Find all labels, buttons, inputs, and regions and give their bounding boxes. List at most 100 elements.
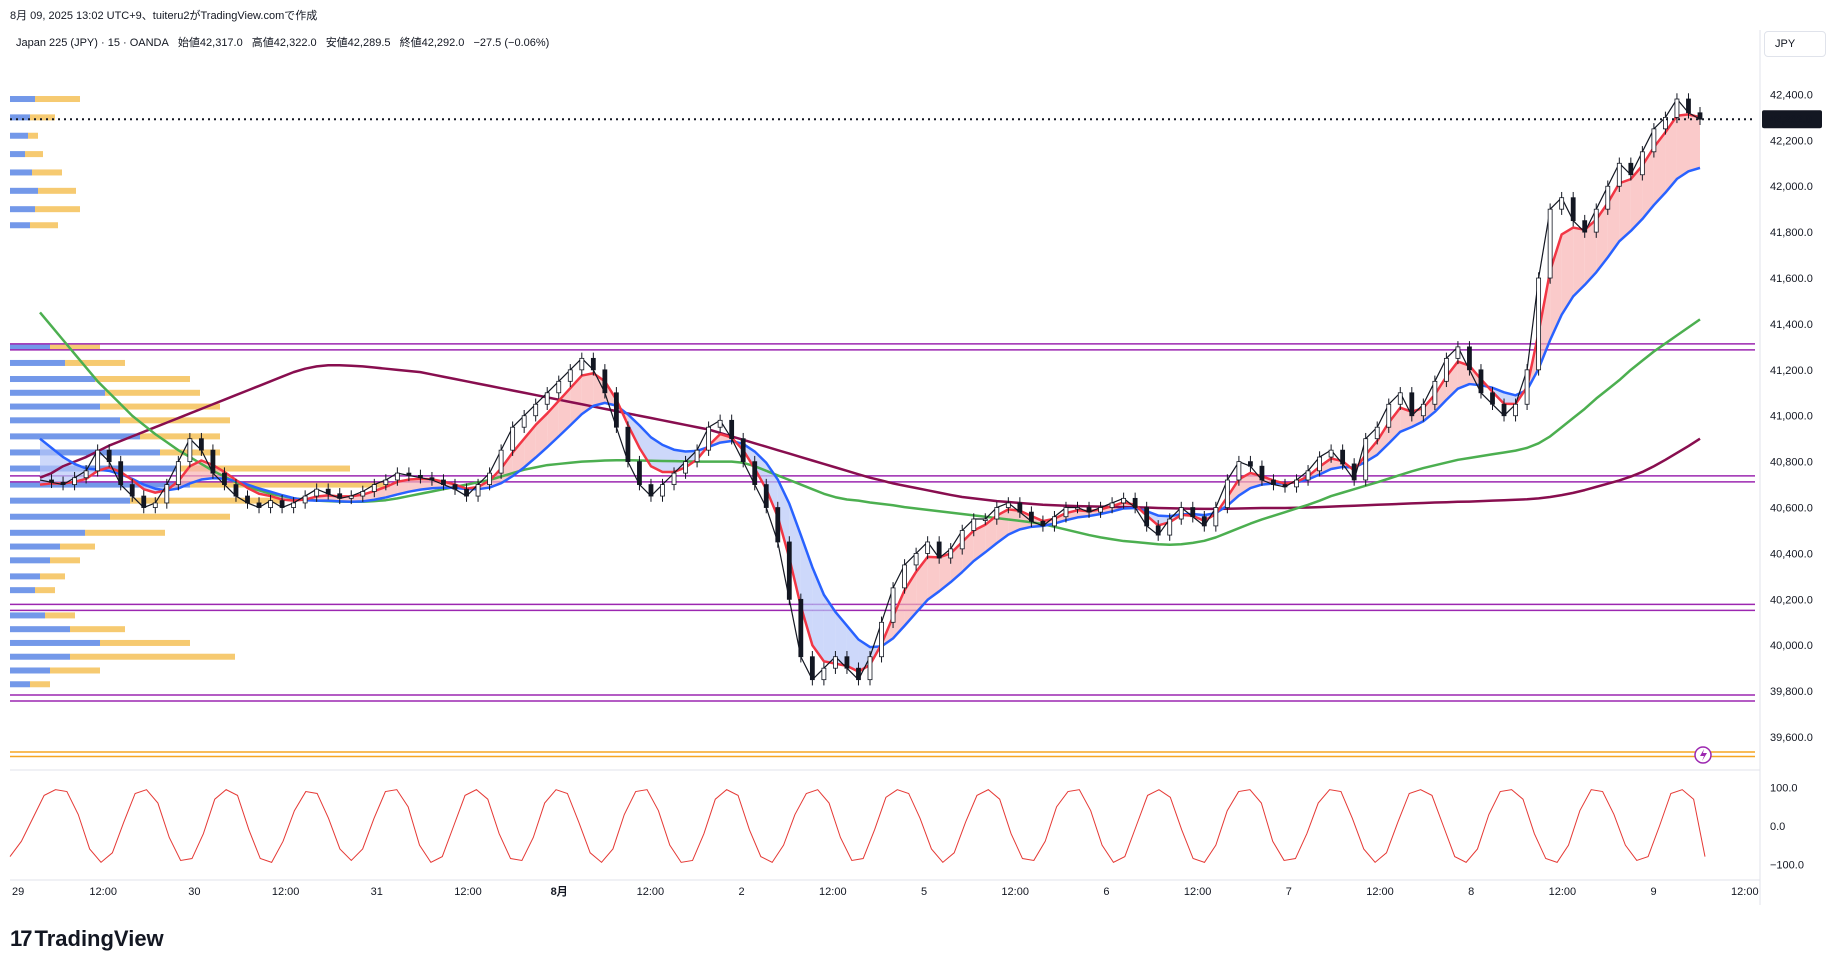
x-tick-label: 12:00 (819, 886, 847, 898)
candle-body (1109, 502, 1115, 508)
candle-body (1628, 162, 1634, 176)
vp-bar-down (28, 132, 38, 139)
vp-bar-down (100, 403, 220, 410)
candle-body (302, 495, 308, 504)
volume-profile (10, 96, 390, 688)
candle-body (1132, 497, 1138, 508)
alert-icon[interactable] (1694, 746, 1712, 764)
candle-body (1455, 346, 1461, 359)
candle-body (1374, 426, 1380, 440)
vp-bar-down (110, 513, 230, 520)
candle-body (1017, 502, 1023, 513)
candle-body (1328, 449, 1334, 458)
candle-body (660, 484, 665, 497)
candle-body (337, 493, 343, 499)
vp-bar-down (38, 187, 76, 194)
y-tick-label: 42,200.0 (1770, 135, 1813, 147)
price-axis[interactable]: 42,400.0 42,200.0 42,000.0 41,800.0 41,600.0… (1770, 89, 1813, 744)
candle-body (579, 357, 585, 371)
ema-cloud-segment (650, 437, 663, 472)
candle-body (1501, 403, 1507, 417)
symbol-name[interactable]: Japan 225 (JPY) · 15 · OANDA (16, 37, 169, 49)
candle-body (971, 518, 977, 531)
ohlc-high: 高値42,322.0 (251, 37, 317, 49)
x-tick-label: 30 (188, 886, 200, 898)
ema-cloud-segment (985, 515, 997, 553)
candle-body (994, 507, 1000, 520)
y-tick-label: 41,600.0 (1770, 273, 1813, 285)
candle-body (510, 426, 516, 451)
candle-body (1593, 208, 1599, 233)
tradingview-logo-icon: 17 (10, 926, 33, 951)
symbol-legend: Japan 225 (JPY) · 15 · OANDA 始値42,317.0 … (16, 34, 555, 50)
candle-body (1674, 98, 1680, 118)
candle-body (1248, 461, 1253, 467)
ema-mid-line (39, 166, 1701, 649)
candle-body (844, 656, 850, 669)
vp-bar-up (10, 529, 85, 536)
x-tick-label: 8月 (551, 885, 568, 898)
candle-body (1259, 465, 1265, 481)
y-tick-label: 41,000.0 (1770, 411, 1813, 423)
ema-cloud-segment (927, 556, 940, 600)
candle-body (890, 587, 896, 623)
candle-body (1213, 507, 1219, 527)
candle-body (198, 438, 204, 451)
candle-body (314, 488, 320, 497)
candle-body (1121, 497, 1127, 504)
ema-cloud (40, 114, 1700, 672)
snapshot-header: 8月 09, 2025 13:02 UTC+9、tuiteru2がTrading… (10, 10, 318, 22)
y-tick-label: 40,600.0 (1770, 503, 1813, 515)
ohlc-open: 始値42,317.0 (177, 37, 243, 49)
currency-button[interactable]: JPY (1764, 31, 1826, 57)
ema-cloud-segment (1676, 114, 1689, 179)
ema-cloud-segment (1457, 361, 1470, 389)
candle-body (1409, 392, 1415, 417)
x-tick-label: 12:00 (1184, 886, 1212, 898)
candle-body (475, 484, 481, 497)
candle-body (464, 488, 469, 497)
vp-bar-up (10, 151, 25, 158)
candle-body (694, 449, 700, 463)
candle-body (268, 500, 273, 508)
candle-body (533, 403, 539, 417)
last-price-marker: 42,292.0 (10, 110, 1822, 129)
vp-bar-down (45, 612, 75, 619)
x-tick-label: 12:00 (1366, 886, 1394, 898)
candle-body (1616, 162, 1622, 187)
ema-cloud-segment (547, 400, 559, 448)
candle-body (625, 426, 631, 463)
vp-bar-down (190, 481, 390, 488)
ema-cloud-segment (1008, 509, 1020, 535)
candle-body (129, 484, 135, 497)
x-tick-label: 12:00 (89, 886, 117, 898)
ema-cloud-segment (1630, 165, 1643, 231)
candle-body (1605, 185, 1611, 210)
tradingview-logo[interactable]: 17 TradingView (10, 926, 164, 952)
x-tick-label: 9 (1651, 886, 1657, 898)
vp-bar-up (10, 433, 140, 440)
vp-bar-up (10, 573, 40, 580)
y-tick-label: 41,800.0 (1770, 227, 1813, 239)
ema-cloud-segment (1400, 407, 1412, 432)
candle-body (786, 541, 792, 600)
vp-bar-up (10, 481, 190, 488)
x-tick-label: 2 (739, 886, 745, 898)
vp-bar-down (85, 529, 165, 536)
vp-bar-up (10, 132, 28, 139)
horizontal-levels (10, 343, 1755, 758)
candle-body (1340, 449, 1346, 465)
candle-body (856, 667, 861, 681)
time-axis[interactable]: 29 12:00 30 12:00 31 12:00 8月 12:00 2 12:00 5 12:00… (12, 885, 1759, 898)
vp-bar-down (35, 587, 55, 594)
vp-bar-down (30, 114, 55, 121)
candle-body (1663, 116, 1668, 130)
candle-body (1547, 208, 1553, 279)
vp-bar-up (10, 449, 160, 456)
candle-body (948, 548, 954, 559)
vp-bar-up (10, 222, 30, 229)
candle-body (1478, 369, 1484, 394)
ma-maroon-line (39, 363, 1701, 511)
y-tick-label: 41,400.0 (1770, 319, 1813, 331)
